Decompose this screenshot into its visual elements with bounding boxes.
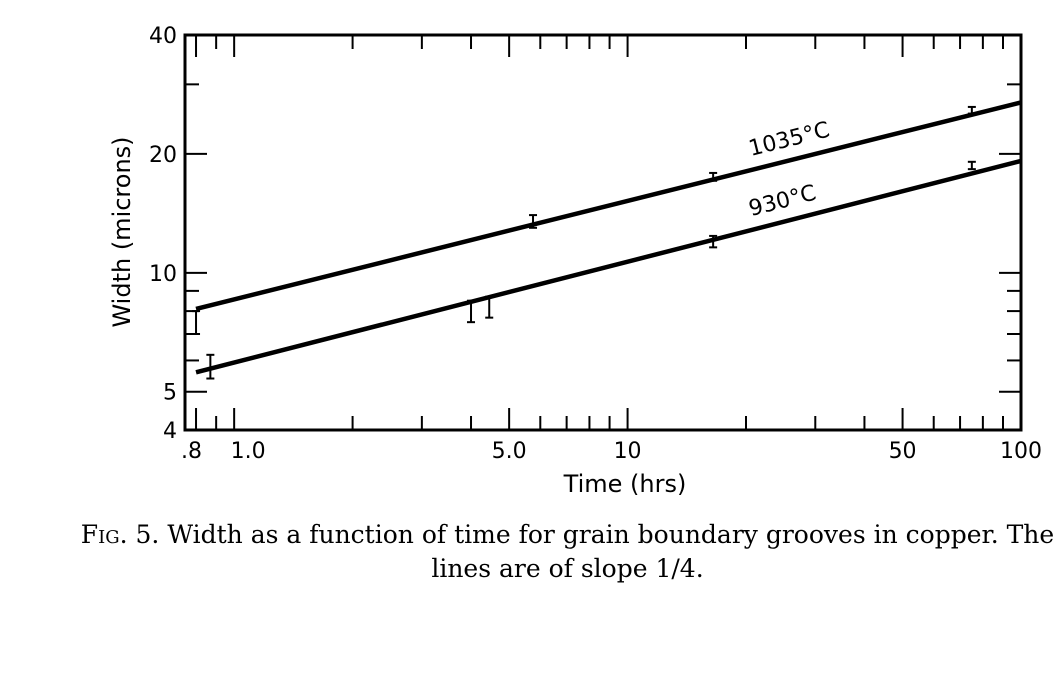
series-0: 1035°C (192, 102, 1021, 334)
y-tick-label: 4 (163, 419, 177, 444)
error-bar-point (968, 107, 976, 114)
x-tick-label: .8 (181, 439, 202, 464)
error-bar-point (968, 162, 976, 169)
axis-tick-labels: .8 1.0 5.0 10 50 100 4 5 10 20 40 (149, 24, 1042, 464)
figure-caption: Fig. 5. Width as a function of time for … (80, 518, 1055, 586)
y-tick-label: 20 (149, 143, 177, 168)
axis-ticks (185, 35, 1021, 430)
series-label: 1035°C (746, 118, 832, 162)
x-tick-label: 50 (889, 439, 917, 464)
x-tick-label: 5.0 (492, 439, 527, 464)
x-axis-title: Time (hrs) (563, 470, 687, 498)
y-axis-title: Width (microns) (108, 136, 136, 327)
x-tick-label: 100 (1000, 439, 1042, 464)
plot-frame (185, 35, 1021, 430)
x-tick-label: 10 (614, 439, 642, 464)
series-line (196, 161, 1021, 372)
series-1: 930°C (196, 161, 1021, 379)
x-tick-label: 1.0 (231, 439, 266, 464)
figure-caption-text: Width as a function of time for grain bo… (167, 520, 1054, 583)
y-tick-label: 5 (163, 381, 177, 406)
y-tick-label: 40 (149, 24, 177, 49)
figure-caption-label: Fig. 5. (81, 520, 160, 549)
series-line (196, 102, 1021, 309)
y-tick-label: 10 (149, 262, 177, 287)
error-bar-point (192, 311, 200, 334)
